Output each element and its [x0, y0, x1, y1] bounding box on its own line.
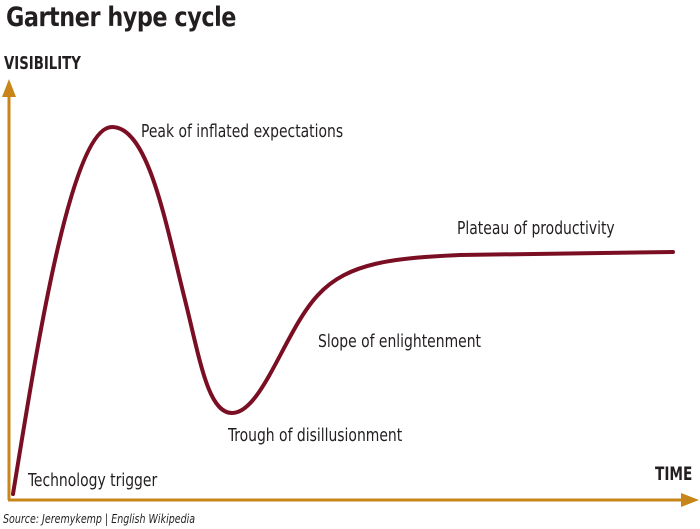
y-axis-label: VISIBILITY: [4, 53, 81, 74]
x-axis-label: TIME: [655, 463, 693, 485]
source-credit: Source: Jeremykemp | English Wikipedia: [3, 512, 196, 526]
y-axis: [2, 79, 16, 500]
label-plateau: Plateau of productivity: [457, 218, 615, 239]
label-technology-trigger: Technology trigger: [28, 470, 158, 491]
hype-curve: [11, 124, 675, 496]
label-trough: Trough of disillusionment: [228, 425, 403, 446]
y-axis-arrowhead: [2, 79, 16, 97]
x-axis-arrowhead: [681, 493, 699, 507]
x-axis: [8, 493, 699, 507]
label-peak: Peak of inflated expectations: [141, 121, 344, 142]
diagram-title: Gartner hype cycle: [6, 2, 237, 33]
label-slope: Slope of enlightenment: [318, 331, 482, 352]
